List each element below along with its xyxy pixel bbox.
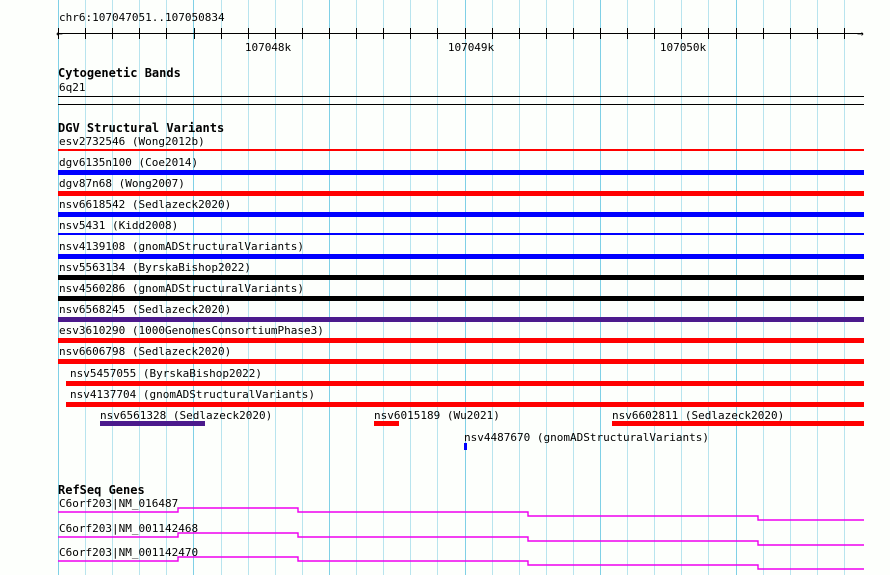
ruler-tick xyxy=(627,28,628,39)
dgv-variant-bar[interactable] xyxy=(612,421,864,426)
ruler-tick xyxy=(736,28,737,39)
ruler-tick xyxy=(194,28,195,39)
dgv-variant-bar[interactable] xyxy=(58,275,864,280)
dgv-track-label[interactable]: nsv6568245 (Sedlazeck2020) xyxy=(59,303,232,316)
dgv-track-label[interactable]: nsv6618542 (Sedlazeck2020) xyxy=(59,198,232,211)
dgv-variant-bar[interactable] xyxy=(58,296,864,301)
cytoband-label[interactable]: 6q21 xyxy=(59,81,86,94)
refseq-gene-label[interactable]: C6orf203|NM_001142468 xyxy=(59,522,199,535)
ruler-tick xyxy=(817,28,818,39)
refseq-gene-line[interactable] xyxy=(58,504,864,524)
dgv-track-label[interactable]: nsv5457055 (ByrskaBishop2022) xyxy=(70,367,263,380)
ruler-tick xyxy=(465,28,466,39)
ruler-tick xyxy=(248,28,249,39)
ruler-tick xyxy=(790,28,791,39)
dgv-track-label[interactable]: nsv5563134 (ByrskaBishop2022) xyxy=(59,261,252,274)
dgv-variant-bar[interactable] xyxy=(100,421,205,426)
section-title-refseq-genes: RefSeq Genes xyxy=(58,483,145,497)
ruler-tick xyxy=(166,28,167,39)
ruler-tick xyxy=(654,28,655,39)
ruler-tick xyxy=(85,28,86,39)
dgv-track-label[interactable]: esv2732546 (Wong2012b) xyxy=(59,135,205,148)
dgv-track-label[interactable]: nsv4137704 (gnomADStructuralVariants) xyxy=(70,388,316,401)
ruler-tick xyxy=(329,28,330,39)
ruler-label: 107048k xyxy=(244,41,292,54)
ruler-right-arrow-icon[interactable]: → xyxy=(857,27,864,40)
cytogenetic-rule-bottom xyxy=(58,104,864,105)
refseq-gene-label[interactable]: C6orf203|NM_001142470 xyxy=(59,546,199,559)
ruler-tick xyxy=(437,28,438,39)
ruler-tick xyxy=(844,28,845,39)
ruler-tick xyxy=(356,28,357,39)
dgv-variant-bar[interactable] xyxy=(58,338,864,343)
dgv-track-label[interactable]: nsv5431 (Kidd2008) xyxy=(59,219,179,232)
cytogenetic-rule-top xyxy=(58,96,864,97)
ruler-tick xyxy=(519,28,520,39)
ruler-tick xyxy=(221,28,222,39)
ruler-tick xyxy=(708,28,709,39)
dgv-track-label[interactable]: dgv6135n100 (Coe2014) xyxy=(59,156,199,169)
ruler[interactable]: ← → xyxy=(56,27,864,40)
refseq-gene-line[interactable] xyxy=(58,553,864,573)
dgv-variant-bar[interactable] xyxy=(58,254,864,259)
dgv-variant-bar[interactable] xyxy=(58,317,864,322)
ruler-tick xyxy=(112,28,113,39)
section-title-dgv-structural-variants: DGV Structural Variants xyxy=(58,121,225,135)
dgv-track-label[interactable]: esv3610290 (1000GenomesConsortiumPhase3) xyxy=(59,324,324,337)
dgv-variant-bar[interactable] xyxy=(464,443,467,450)
dgv-variant-bar[interactable] xyxy=(58,233,864,235)
ruler-tick xyxy=(681,28,682,39)
dgv-variant-bar[interactable] xyxy=(58,359,864,364)
ruler-tick xyxy=(410,28,411,39)
section-title-cytogenetic-bands: Cytogenetic Bands xyxy=(58,66,181,80)
ruler-tick xyxy=(546,28,547,39)
ruler-tick xyxy=(58,28,59,39)
dgv-variant-bar[interactable] xyxy=(66,381,864,386)
dgv-track-label[interactable]: nsv4487670 (gnomADStructuralVariants) xyxy=(464,431,710,444)
dgv-track-label[interactable]: nsv4139108 (gnomADStructuralVariants) xyxy=(59,240,305,253)
ruler-tick xyxy=(302,28,303,39)
refseq-gene-label[interactable]: C6orf203|NM_016487 xyxy=(59,497,179,510)
dgv-track-label[interactable]: nsv6015189 (Wu2021) xyxy=(374,409,500,422)
ruler-tick xyxy=(383,28,384,39)
ruler-label: 107049k xyxy=(447,41,495,54)
dgv-track-label[interactable]: nsv6602811 (Sedlazeck2020) xyxy=(612,409,785,422)
ruler-tick xyxy=(139,28,140,39)
dgv-track-label[interactable]: nsv4560286 (gnomADStructuralVariants) xyxy=(59,282,305,295)
dgv-variant-bar[interactable] xyxy=(66,402,864,407)
dgv-variant-bar[interactable] xyxy=(58,191,864,196)
coordinate-title: chr6:107047051..107050834 xyxy=(59,11,225,24)
ruler-tick xyxy=(600,28,601,39)
dgv-variant-bar[interactable] xyxy=(58,170,864,175)
ruler-axis xyxy=(58,33,863,34)
refseq-gene-line[interactable] xyxy=(58,529,864,549)
dgv-variant-bar[interactable] xyxy=(58,149,864,151)
dgv-variant-bar[interactable] xyxy=(58,212,864,217)
ruler-tick xyxy=(763,28,764,39)
ruler-tick xyxy=(573,28,574,39)
ruler-tick xyxy=(275,28,276,39)
dgv-variant-bar[interactable] xyxy=(374,421,399,426)
ruler-left-arrow-icon[interactable]: ← xyxy=(56,27,63,40)
dgv-track-label[interactable]: nsv6561328 (Sedlazeck2020) xyxy=(100,409,273,422)
ruler-tick xyxy=(492,28,493,39)
ruler-label: 107050k xyxy=(659,41,707,54)
dgv-track-label[interactable]: dgv87n68 (Wong2007) xyxy=(59,177,185,190)
dgv-track-label[interactable]: nsv6606798 (Sedlazeck2020) xyxy=(59,345,232,358)
